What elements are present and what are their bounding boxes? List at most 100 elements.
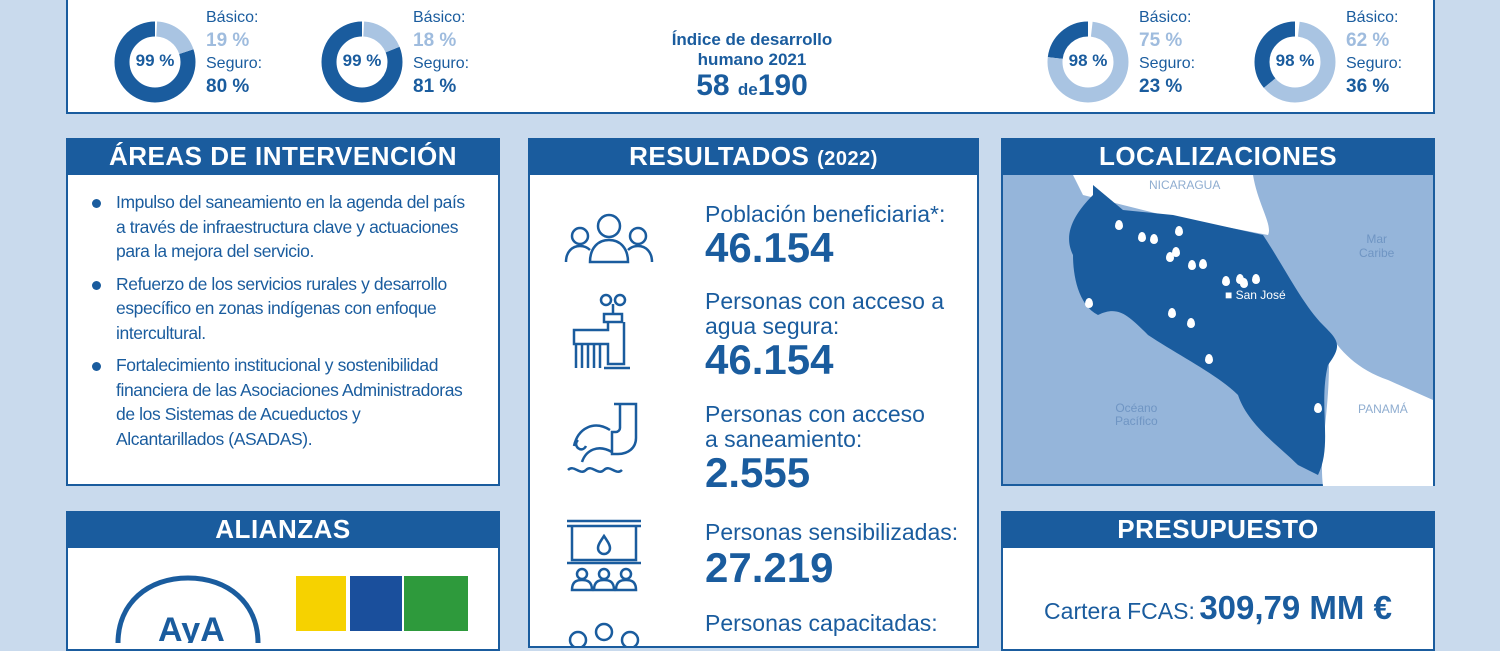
safe-value: 36 % [1346, 76, 1390, 97]
coverage-donut [1047, 21, 1129, 103]
water-drop-icon [1115, 220, 1123, 230]
water-drop-icon [1222, 276, 1230, 286]
basic-value: 75 % [1139, 30, 1183, 51]
idh-title-1: Índice de desarrollo [671, 30, 833, 49]
list-item: Impulso del saneamiento en la agenda del… [90, 190, 470, 264]
safe-label: Seguro: [413, 55, 470, 72]
svg-text:AyA: AyA [158, 611, 225, 643]
idh-de: de [737, 80, 758, 99]
water-drop-icon [1085, 298, 1093, 308]
donut-segment-basic [1047, 21, 1129, 103]
donut-segment-safe [1254, 21, 1336, 103]
basic-value: 18 % [413, 30, 457, 51]
idh-block: Índice de desarrollo humano 2021 58 de19… [652, 30, 852, 107]
result-label: Personas con acceso a saneamiento: [705, 401, 925, 452]
donut-total: 99 % [342, 51, 382, 70]
coverage-donut [114, 21, 196, 103]
water-tap-icon [572, 293, 630, 370]
label-panama: PANAMÁ [1358, 402, 1408, 416]
donut-stats: Básico: 19 % Seguro: 80 % [206, 6, 262, 98]
result-value: 2.555 [705, 449, 811, 496]
water-drop-icon [1188, 260, 1196, 270]
idh-total: 190 [757, 69, 808, 102]
safe-label: Seguro: [206, 55, 263, 72]
label-san-jose: ■ San José [1225, 288, 1286, 302]
aya-logo: AyA [115, 575, 261, 643]
coverage-donut [1254, 21, 1336, 103]
cartera-label: Cartera FCAS: [1044, 598, 1195, 624]
costa-rica-map [1069, 175, 1433, 486]
list-item: Fortalecimiento institucional y sostenib… [90, 353, 470, 451]
result-label: Personas con acceso a agua segura: [705, 288, 945, 339]
cartera-fcas: Cartera FCAS: 309,79 MM € [1003, 589, 1433, 627]
presupuesto-title: PRESUPUESTO [1001, 511, 1435, 548]
basic-label: Básico: [413, 9, 466, 26]
training-icon [568, 622, 640, 648]
result-label: Personas sensibilizadas: [705, 519, 959, 545]
water-drop-icon [1205, 354, 1213, 364]
sewer-pipe-icon [567, 402, 638, 473]
donut-total: 98 % [1068, 51, 1108, 70]
basic-value: 62 % [1346, 30, 1390, 51]
partner-logo-green [404, 576, 468, 631]
water-drop-icon [1236, 274, 1244, 284]
alianzas-panel: ALIANZAS AyA [66, 511, 500, 651]
result-value: 46.154 [705, 224, 834, 271]
resultados-title-text: RESULTADOS [629, 141, 810, 171]
safe-value: 23 % [1139, 76, 1183, 97]
water-drop-icon [1166, 252, 1174, 262]
partner-logo-yellow [296, 576, 346, 631]
donut-segment-safe [321, 21, 403, 103]
donut-total: 99 % [135, 51, 175, 70]
donut-segment-basic [1254, 21, 1336, 103]
water-drop-icon [1175, 226, 1183, 236]
water-drop-icon [1240, 278, 1248, 288]
areas-list: Impulso del saneamiento en la agenda del… [90, 190, 470, 459]
safe-label: Seguro: [1139, 55, 1196, 72]
localizaciones-title: LOCALIZACIONES [1001, 138, 1435, 175]
resultados-panel: RESULTADOS (2022) Población beneficiaria… [528, 138, 979, 648]
partner-logo-blue [350, 576, 402, 631]
coverage-donut [321, 21, 403, 103]
localizaciones-panel: LOCALIZACIONES NICARAGUA Mar Caribe ■ San… [1001, 138, 1435, 486]
areas-title: ÁREAS DE INTERVENCIÓN [66, 138, 500, 175]
basic-value: 19 % [206, 30, 250, 51]
donut-stats: Básico: 62 % Seguro: 36 % [1346, 6, 1402, 98]
donut-segment-safe [114, 21, 196, 103]
water-drop-icon [1168, 308, 1176, 318]
water-drop-icon [1252, 274, 1260, 284]
water-drop-icon [1314, 403, 1322, 413]
presentation-icon [567, 519, 641, 592]
water-drop-icon [1138, 232, 1146, 242]
label-nicaragua: NICARAGUA [1149, 178, 1221, 192]
water-drop-icon [1187, 318, 1195, 328]
indicators-panel: 99 % Básico: 19 % Seguro: 80 % 99 % Bási… [66, 0, 1435, 114]
people-group-icon [564, 213, 654, 264]
water-drop-icon [1150, 234, 1158, 244]
water-drop-icon [1327, 408, 1335, 418]
presupuesto-panel: PRESUPUESTO Cartera FCAS: 309,79 MM € [1001, 511, 1435, 651]
donut-total: 98 % [1275, 51, 1315, 70]
water-drop-icon [1172, 247, 1180, 257]
list-item: Refuerzo de los servicios rurales y desa… [90, 272, 470, 346]
label-mar-caribe: Mar Caribe [1359, 232, 1395, 260]
result-value: 27.219 [705, 544, 834, 591]
idh-rank: 58 [696, 69, 730, 102]
donut-stats: Básico: 18 % Seguro: 81 % [413, 6, 469, 98]
result-label: Población beneficiaria*: [705, 201, 946, 227]
result-value: 46.154 [705, 336, 834, 383]
safe-label: Seguro: [1346, 55, 1403, 72]
safe-value: 81 % [413, 76, 457, 97]
alianzas-title: ALIANZAS [66, 511, 500, 548]
basic-label: Básico: [1346, 9, 1399, 26]
resultados-year: (2022) [817, 148, 878, 170]
result-label: Personas capacitadas: [705, 610, 938, 636]
water-drop-icon [1199, 259, 1207, 269]
resultados-title: RESULTADOS (2022) [528, 138, 979, 175]
areas-panel: ÁREAS DE INTERVENCIÓN Impulso del saneam… [66, 138, 500, 486]
donut-segment-safe [1047, 21, 1129, 103]
idh-title-2: humano 2021 [697, 50, 807, 69]
label-oceano-pacifico: Océano Pacífico [1115, 401, 1158, 428]
basic-label: Básico: [1139, 9, 1192, 26]
safe-value: 80 % [206, 76, 250, 97]
